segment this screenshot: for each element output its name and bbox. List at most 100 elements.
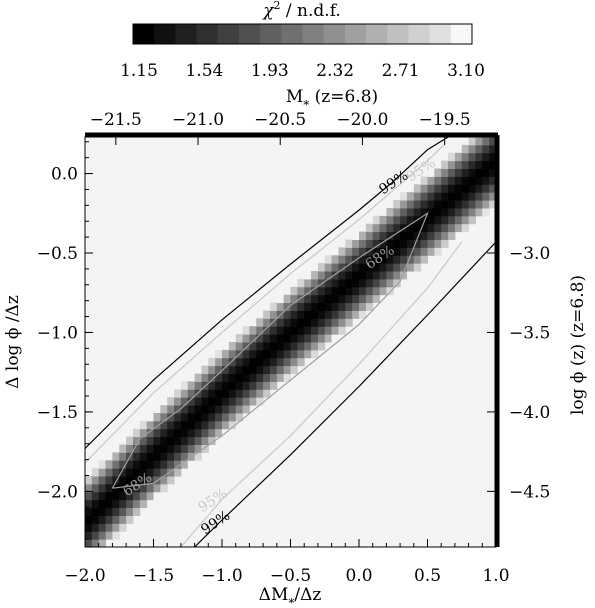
- heatmap-cell: [420, 247, 428, 256]
- heatmap-cell: [283, 357, 291, 367]
- heatmap-cell: [454, 200, 463, 209]
- heatmap-cell: [317, 271, 326, 280]
- right-axis-tick-label: −3.0: [509, 244, 550, 264]
- y-axis-tick-label: 0.0: [51, 165, 78, 185]
- heatmap-cell: [249, 334, 257, 343]
- heatmap-cell: [201, 365, 209, 375]
- heatmap-cell: [345, 278, 353, 288]
- colorbar-cell: [260, 24, 282, 44]
- heatmap-cell: [249, 326, 257, 335]
- heatmap-cell: [139, 460, 148, 469]
- heatmap-cell: [215, 381, 223, 390]
- heatmap-cell: [461, 152, 470, 162]
- heatmap-cell: [297, 342, 305, 351]
- colorbar-cell: [238, 24, 261, 44]
- heatmap-cell: [372, 271, 381, 280]
- heatmap-cell: [91, 468, 100, 477]
- heatmap-cell: [256, 397, 264, 406]
- heatmap-cell: [406, 200, 415, 209]
- heatmap-cell: [468, 192, 476, 201]
- heatmap-cell: [105, 491, 113, 501]
- heatmap-cell: [400, 271, 408, 280]
- heatmap-cell: [269, 373, 278, 382]
- heatmap-cell: [454, 192, 463, 201]
- heatmap-cell: [91, 483, 100, 493]
- heatmap-cell: [187, 436, 196, 445]
- heatmap-cell: [215, 412, 223, 422]
- heatmap-cell: [365, 263, 374, 272]
- heatmap-cell: [317, 318, 326, 327]
- heatmap-cell: [359, 310, 367, 319]
- heatmap-cell: [406, 207, 415, 217]
- heatmap-cell: [317, 286, 326, 296]
- heatmap-cell: [132, 491, 141, 501]
- heatmap-cell: [263, 365, 271, 375]
- heatmap-cell: [263, 310, 271, 319]
- heatmap-cell: [98, 491, 107, 501]
- heatmap-cell: [235, 412, 244, 422]
- heatmap-cell: [174, 436, 182, 445]
- heatmap-cell: [283, 318, 291, 327]
- heatmap-cell: [489, 184, 496, 193]
- heatmap-cell: [482, 168, 490, 177]
- heatmap-cell: [98, 507, 107, 516]
- heatmap-cell: [482, 152, 490, 162]
- heatmap-cell: [180, 428, 189, 438]
- heatmap-cell: [139, 483, 148, 493]
- heatmap-cell: [91, 539, 100, 547]
- heatmap-cell: [222, 412, 230, 422]
- colorbar-tick-label: 1.15: [120, 61, 158, 81]
- heatmap-cell: [441, 223, 449, 233]
- heatmap-cell: [427, 247, 435, 256]
- heatmap-cell: [146, 491, 154, 501]
- heatmap-cell: [434, 231, 442, 240]
- heatmap-cell: [475, 200, 483, 209]
- heatmap-cell: [454, 160, 463, 170]
- heatmap-cell: [434, 207, 442, 217]
- heatmap-cell: [331, 326, 339, 335]
- heatmap-cell: [91, 515, 100, 524]
- heatmap-cell: [167, 468, 175, 477]
- heatmap-cell: [345, 271, 353, 280]
- heatmap-cell: [359, 294, 367, 304]
- heatmap-cell: [352, 302, 360, 311]
- heatmap-cell: [345, 239, 353, 248]
- heatmap-cell: [263, 342, 271, 351]
- heatmap-cell: [283, 302, 291, 311]
- heatmap-cell: [345, 263, 353, 272]
- heatmap-cell: [338, 271, 346, 280]
- heatmap-cell: [194, 373, 202, 382]
- colorbar-cells: [133, 24, 473, 44]
- heatmap-cell: [427, 215, 435, 225]
- heatmap-cell: [331, 255, 339, 264]
- x-axis-title: ΔM*/Δz: [259, 585, 322, 608]
- heatmap-cell: [393, 255, 401, 264]
- heatmap-cell: [174, 460, 182, 469]
- heatmap-cell: [372, 247, 381, 256]
- heatmap-cell: [311, 334, 319, 343]
- heatmap-cell: [235, 389, 244, 398]
- heatmap-cell: [139, 499, 148, 509]
- heatmap-cell: [98, 468, 107, 477]
- heatmap-cell: [413, 200, 422, 209]
- heatmap-cell: [276, 334, 285, 343]
- heatmap-cell: [290, 302, 298, 311]
- heatmap-cell: [167, 444, 175, 453]
- heatmap-cell: [222, 389, 230, 398]
- heatmap-cell: [468, 176, 476, 185]
- heatmap-cell: [400, 223, 408, 233]
- heatmap-cell: [338, 255, 346, 264]
- heatmap-cell: [331, 302, 339, 311]
- heatmap-cell: [187, 444, 196, 453]
- heatmap-cell: [208, 373, 216, 382]
- heatmap-cell: [160, 468, 168, 477]
- heatmap-cell: [222, 381, 230, 390]
- heatmap-cell: [420, 192, 428, 201]
- heatmap-cell: [112, 507, 120, 516]
- heatmap-cell: [146, 428, 154, 438]
- x-axis-tick-label: 0.0: [345, 566, 372, 586]
- heatmap-cell: [180, 452, 189, 461]
- heatmap-cell: [283, 342, 291, 351]
- heatmap-cell: [331, 294, 339, 304]
- heatmap-cell: [105, 468, 113, 477]
